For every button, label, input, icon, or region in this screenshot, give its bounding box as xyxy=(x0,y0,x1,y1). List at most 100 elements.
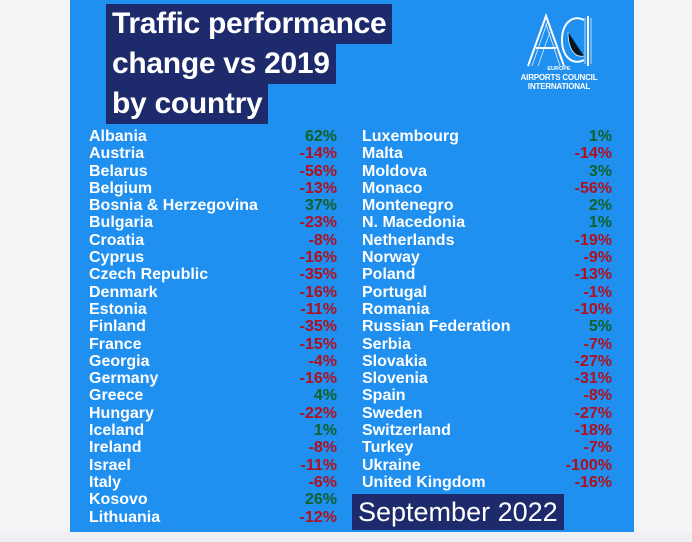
change-value: -8% xyxy=(583,387,612,405)
country-name: Georgia xyxy=(89,352,150,370)
country-row: Moldova 3% xyxy=(362,163,612,180)
change-value: 5% xyxy=(588,318,612,336)
country-name: Malta xyxy=(362,145,403,163)
country-row: Montenegro 2% xyxy=(362,197,612,214)
bottom-strip xyxy=(0,532,692,542)
left-margin xyxy=(0,0,70,542)
country-name: Germany xyxy=(89,370,159,388)
country-row: Denmark -16% xyxy=(89,284,337,301)
change-value: -35% xyxy=(299,266,337,284)
country-name: Belarus xyxy=(89,162,148,180)
country-name: Ukraine xyxy=(362,456,421,474)
country-row: Hungary -22% xyxy=(89,405,337,422)
country-row: Germany -16% xyxy=(89,370,337,387)
change-value: 37% xyxy=(304,197,337,215)
change-value: -56% xyxy=(574,179,612,197)
country-name: Spain xyxy=(362,387,406,405)
change-value: -7% xyxy=(583,335,612,353)
change-value: -16% xyxy=(299,370,337,388)
country-name: Moldova xyxy=(362,162,427,180)
country-row: Ukraine -100% xyxy=(362,457,612,474)
country-name: Belgium xyxy=(89,179,153,197)
country-name: Denmark xyxy=(89,283,158,301)
change-value: -27% xyxy=(574,352,612,370)
change-value: -4% xyxy=(308,352,337,370)
country-name: Romania xyxy=(362,300,430,318)
country-row: Portugal -1% xyxy=(362,284,612,301)
country-name: Austria xyxy=(89,145,145,163)
change-value: -6% xyxy=(308,473,337,491)
logo-org-line-2: INTERNATIONAL xyxy=(527,82,591,91)
country-row: Estonia -11% xyxy=(89,301,337,318)
logo-sub-label: EUROPE xyxy=(547,66,571,72)
country-name: Montenegro xyxy=(362,197,454,215)
country-name: Czech Republic xyxy=(89,266,209,284)
country-name: Luxembourg xyxy=(362,128,459,145)
country-name: Netherlands xyxy=(362,231,455,249)
country-name: Lithuania xyxy=(89,508,161,526)
country-row: France -15% xyxy=(89,336,337,353)
title-line-1: Traffic performance xyxy=(106,4,393,44)
change-value: -11% xyxy=(300,456,337,474)
title-line-2: change vs 2019 xyxy=(106,44,336,84)
country-name: Sweden xyxy=(362,404,423,422)
country-row: Cyprus -16% xyxy=(89,249,337,266)
change-value: -18% xyxy=(574,422,612,440)
country-row: Poland -13% xyxy=(362,266,612,283)
date-badge: September 2022 xyxy=(352,494,564,530)
change-value: -7% xyxy=(583,439,612,457)
country-row: Ireland -8% xyxy=(89,439,337,456)
country-row: Monaco -56% xyxy=(362,180,612,197)
country-row: Russian Federation 5% xyxy=(362,318,612,335)
country-row: Switzerland -18% xyxy=(362,422,612,439)
country-row: Slovakia -27% xyxy=(362,353,612,370)
country-row: Romania -10% xyxy=(362,301,612,318)
change-value: -14% xyxy=(574,145,612,163)
change-value: -12% xyxy=(299,508,337,526)
country-row: Iceland 1% xyxy=(89,422,337,439)
change-value: -27% xyxy=(574,404,612,422)
country-row: Lithuania -12% xyxy=(89,509,337,526)
aci-logo-mark-icon xyxy=(527,13,592,67)
country-row: Slovenia -31% xyxy=(362,370,612,387)
country-list-right: Luxembourg 1% Malta -14% Moldova 3% Monaco -56%… xyxy=(362,128,612,491)
country-name: Estonia xyxy=(89,300,147,318)
country-name: Israel xyxy=(89,456,131,474)
change-value: 2% xyxy=(588,197,612,215)
aci-europe-logo: EUROPE AIRPORTS COUNCIL INTERNATIONAL xyxy=(516,10,602,106)
country-row: Malta -14% xyxy=(362,145,612,162)
country-row: Sweden -27% xyxy=(362,405,612,422)
country-name: Finland xyxy=(89,318,146,336)
change-value: -14% xyxy=(299,145,337,163)
country-row: Norway -9% xyxy=(362,249,612,266)
country-name: Albania xyxy=(89,128,147,145)
country-row: Georgia -4% xyxy=(89,353,337,370)
country-name: N. Macedonia xyxy=(362,214,466,232)
country-name: Switzerland xyxy=(362,422,451,440)
country-row: Austria -14% xyxy=(89,145,337,162)
change-value: -23% xyxy=(299,214,337,232)
change-value: -11% xyxy=(300,300,337,318)
change-value: -10% xyxy=(574,300,612,318)
country-name: Russian Federation xyxy=(362,318,511,336)
country-name: Portugal xyxy=(362,283,427,301)
country-name: Greece xyxy=(89,387,144,405)
change-value: -8% xyxy=(308,231,337,249)
change-value: 1% xyxy=(588,128,612,145)
country-row: Croatia -8% xyxy=(89,232,337,249)
country-row: Kosovo 26% xyxy=(89,491,337,508)
change-value: 4% xyxy=(313,387,337,405)
change-value: -19% xyxy=(574,231,612,249)
country-name: Italy xyxy=(89,473,122,491)
country-row: Italy -6% xyxy=(89,474,337,491)
change-value: 1% xyxy=(588,214,612,232)
country-row: Bulgaria -23% xyxy=(89,214,337,231)
country-name: France xyxy=(89,335,142,353)
change-value: -16% xyxy=(574,473,612,491)
change-value: -35% xyxy=(299,318,337,336)
country-row: Belgium -13% xyxy=(89,180,337,197)
change-value: 62% xyxy=(304,128,337,145)
country-name: Hungary xyxy=(89,404,154,422)
logo-org-line-1: AIRPORTS COUNCIL xyxy=(520,73,598,82)
country-name: Iceland xyxy=(89,422,145,440)
